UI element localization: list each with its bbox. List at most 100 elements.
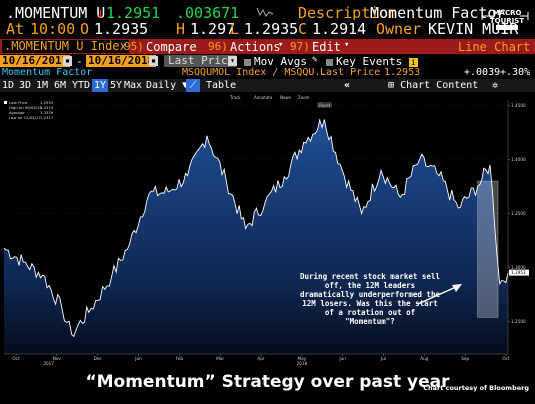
description-label: Description (298, 4, 398, 20)
period-3d[interactable]: 3D (19, 80, 32, 91)
controls-row: 10/16/2017 ▪ - 10/16/2018 ▪ Last Price ▾… (0, 55, 535, 67)
legend-value-high: 1.4374 (40, 105, 54, 110)
chart-content-label: Chart Content (400, 80, 479, 91)
period-max[interactable]: Max (124, 80, 143, 91)
x-tick-label: Sep (461, 356, 469, 361)
zoom-tool[interactable]: Zoom (298, 95, 310, 100)
series-change: +.0039 (464, 67, 501, 78)
mov-avgs-checkbox[interactable] (244, 58, 251, 66)
start-date-calendar-icon[interactable]: ▪ (63, 56, 72, 66)
field-select-value: Last Price (168, 55, 235, 67)
series-pct-change: +.30% (500, 67, 531, 78)
quote-row: At 10:00 O 1.2935 H 1.297 L 1.2935 C 1.2… (0, 20, 535, 38)
reset-button[interactable]: Reset (319, 103, 331, 108)
y-tick-label: 1.4000 (511, 157, 526, 162)
date-separator: - (76, 55, 83, 67)
series-name: Momentum Factor (2, 67, 93, 78)
chart-tools: Track Annotate News Zoom Reset (229, 95, 332, 108)
series-area (4, 119, 508, 354)
edit-menu[interactable]: Edit (312, 40, 341, 54)
macro-tourist-logo: MACRO TOURIST (480, 6, 530, 36)
mov-avgs-toggle[interactable]: Mov Avgs (244, 55, 307, 67)
frequency-select[interactable]: Daily ▼ (146, 80, 189, 91)
owner-value: KEVIN MUIR (428, 20, 519, 38)
edit-dropdown-icon: ▾ (344, 40, 350, 50)
courtesy-note: Chart courtesy of Bloomberg (423, 384, 529, 392)
key-events-checkbox[interactable] (326, 58, 333, 66)
legend-value-average: 1.3376 (40, 110, 54, 115)
down-arrow-icon: ↓ (96, 4, 106, 20)
compare-menu[interactable]: Compare (146, 40, 197, 54)
legend-value-last: 1.2953 (40, 100, 54, 105)
last-value-flag-text: 1.2953 (511, 270, 526, 275)
logo-line2: TOURIST (490, 17, 524, 25)
chart-type-label[interactable]: Line Chart (458, 40, 531, 54)
pencil-icon[interactable]: ✎ (312, 55, 318, 65)
actions-menu[interactable]: Actions (230, 40, 281, 54)
field-select[interactable]: Last Price (164, 55, 236, 67)
series-last-value: 1.2953 (384, 67, 421, 78)
security-index-tab[interactable]: .MOMENTUM U Index (2, 39, 129, 53)
legend-swatch-last (4, 101, 7, 104)
chart-content-icon: ⊞ (388, 80, 395, 91)
reset-button-bg (317, 102, 332, 108)
track-tool[interactable]: Track (229, 95, 241, 100)
high-label: H (176, 20, 186, 38)
table-button[interactable]: Table (206, 80, 237, 91)
end-date-calendar-icon[interactable]: ▪ (149, 56, 158, 66)
key-events-toggle[interactable]: Key Events i (326, 55, 418, 67)
period-5y[interactable]: 5Y (110, 80, 123, 91)
last-price: 1.2951 (106, 4, 161, 20)
x-tick-label: Feb (176, 356, 184, 361)
toolbar-bg (0, 79, 535, 92)
open-value: 1.2935 (94, 20, 149, 38)
annotate-tool[interactable]: Annotate (254, 95, 273, 100)
start-date-input[interactable]: 10/16/2017 (0, 55, 71, 67)
mov-avgs-label: Mov Avgs (254, 55, 307, 67)
annotation-text: During recent stock market sell off, the… (300, 272, 440, 326)
open-label: O (80, 20, 90, 38)
series-row: Momentum Factor MSQQUMOL Index / MSQQU..… (0, 67, 535, 79)
x-tick-label: Jun (338, 356, 346, 361)
series-line (3, 118, 509, 338)
period-1m[interactable]: 1M (36, 80, 49, 91)
line-chart-icon[interactable]: ⟋ (186, 79, 200, 92)
actions-dropdown-icon: ▾ (278, 40, 284, 50)
chart-content-button[interactable]: ⊞ Chart Content (388, 79, 478, 92)
time-value: 10:00 (30, 20, 76, 38)
y-tick-label: 1.4500 (511, 103, 526, 108)
x-axis: Oct Nov Dec Jan Feb Mar Apr May Jun Jul Aug Sep Oct 2… (4, 353, 510, 366)
info-icon[interactable]: i (408, 57, 418, 67)
collapse-icon[interactable]: « (344, 80, 351, 91)
x-tick-label: Aug (420, 356, 429, 361)
last-value-flag-bg (509, 269, 529, 276)
x-tick-label: Dec (94, 356, 103, 361)
news-tool[interactable]: News (280, 95, 291, 100)
series-last-label: Last Price (320, 67, 381, 78)
ticker-label: .MOMENTUM U (6, 4, 106, 20)
compare-num: 95) (124, 40, 144, 53)
chart-caption: “Momentum” Strategy over past year (85, 372, 450, 392)
highlight-box (477, 180, 499, 318)
x-tick-label: Oct (502, 356, 510, 361)
momentum-chart: Oct Nov Dec Jan Feb Mar Apr May Jun Jul Aug Sep Oct 2… (0, 92, 535, 370)
sparkline-icon (256, 7, 274, 17)
x-tick-label: Apr (257, 356, 265, 361)
end-date-input[interactable]: 10/16/2018 (86, 55, 157, 67)
logo-mark: MACRO TOURIST (481, 9, 529, 30)
menu-bar-bg (0, 39, 535, 54)
period-6m[interactable]: 6M (54, 80, 67, 91)
annotation-arrow (417, 284, 462, 305)
y-tick-label: 1.3500 (511, 211, 526, 216)
legend-label-low: Low on 12/04/17 (9, 115, 41, 120)
field-select-dropdown-icon[interactable]: ▾ (228, 56, 237, 66)
low-value: 1.2935 (244, 20, 299, 38)
settings-icon[interactable]: ✲ (492, 80, 499, 91)
period-1d[interactable]: 1D (2, 80, 15, 91)
logo-line1: MACRO (493, 9, 522, 17)
period-1y[interactable]: 1Y (92, 79, 109, 92)
key-events-label: Key Events (336, 55, 403, 67)
period-ytd[interactable]: YTD (72, 80, 91, 91)
title-row: .MOMENTUM U ↓ 1.2951 .003671 Description… (0, 4, 535, 20)
y-tick-label: 1.2500 (511, 319, 526, 324)
